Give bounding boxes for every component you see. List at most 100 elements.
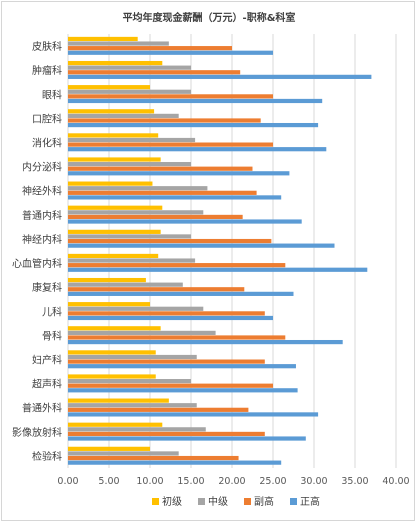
bar-正高	[68, 291, 294, 296]
bar-初级	[68, 133, 159, 138]
bar-中级	[68, 330, 216, 335]
category-label: 康复科	[32, 281, 62, 294]
bar-初级	[68, 326, 161, 331]
bar-中级	[68, 258, 196, 263]
bar-副高	[68, 94, 273, 99]
bar-副高	[68, 311, 265, 316]
bar-正高	[68, 412, 319, 417]
bar-中级	[68, 89, 191, 94]
x-tick-labels: 0.00 5.00 10.00 15.00 20.00 25.00 30.00 35.00 40…	[57, 476, 409, 487]
bar-正高	[68, 364, 296, 369]
legend-swatch-初级	[152, 498, 159, 505]
bar-初级	[68, 253, 159, 259]
bar-正高	[68, 74, 372, 79]
category-label: 神经内科	[22, 233, 62, 246]
bar-正高	[68, 147, 327, 152]
bar-初级	[68, 109, 155, 114]
category-label: 口腔科	[32, 112, 62, 125]
bar-副高	[68, 383, 273, 388]
legend-label: 初级	[162, 495, 182, 508]
bar-正高	[68, 98, 323, 104]
bar-正高	[68, 171, 290, 176]
bar-初级	[68, 398, 169, 403]
bar-初级	[68, 229, 161, 234]
bar-正高	[68, 436, 306, 441]
bar-中级	[68, 65, 191, 70]
x-tick-label: 25.00	[259, 476, 286, 487]
category-label: 皮肤科	[32, 40, 62, 53]
bar-中级	[68, 234, 191, 239]
bar-正高	[68, 339, 343, 345]
bar-正高	[68, 243, 335, 248]
bar-中级	[68, 113, 179, 118]
x-tick-label: 15.00	[177, 476, 204, 487]
bar-正高	[68, 315, 273, 321]
bar-正高	[68, 460, 282, 465]
bar-中级	[68, 403, 197, 408]
bar-初级	[68, 205, 163, 210]
category-label: 内分泌科	[22, 161, 62, 174]
category-label: 超声科	[32, 378, 62, 391]
bar-副高	[68, 46, 232, 51]
bar-中级	[68, 210, 204, 215]
bar-副高	[68, 431, 265, 437]
legend: 初级 中级 副高 正高	[152, 495, 320, 508]
x-tick-label: 20.00	[218, 476, 245, 487]
bar-副高	[68, 263, 286, 268]
bar-正高	[68, 388, 298, 393]
bar-中级	[68, 354, 197, 360]
bar-初级	[68, 277, 146, 283]
category-label: 儿科	[42, 305, 62, 318]
bar-初级	[68, 85, 150, 90]
bar-中级	[68, 306, 204, 311]
bar-副高	[68, 70, 241, 75]
category-label: 肿瘤科	[32, 64, 62, 77]
bar-副高	[68, 238, 272, 244]
bar-正高	[68, 267, 368, 272]
category-label: 影像放射科	[12, 426, 62, 439]
bar-副高	[68, 407, 249, 412]
x-tick-label: 10.00	[136, 476, 163, 487]
bar-初级	[68, 302, 150, 307]
bar-正高	[68, 50, 273, 55]
gridlines	[67, 34, 397, 468]
chart-title: 平均年度现金薪酬（万元）-职称&科室	[122, 13, 296, 24]
legend-label: 正高	[300, 495, 320, 508]
bar-中级	[68, 427, 206, 432]
category-label: 普通内科	[22, 209, 62, 222]
category-labels: 皮肤科肿瘤科眼科口腔科消化科内分泌科神经外科普通内科神经内科心血管内科康复科儿科…	[12, 40, 62, 463]
bar-初级	[68, 60, 163, 66]
x-tick-label: 40.00	[382, 476, 409, 487]
bar-初级	[68, 181, 153, 186]
bar-正高	[68, 219, 302, 224]
bar-副高	[68, 190, 257, 195]
category-label: 神经外科	[22, 185, 62, 198]
legend-swatch-中级	[198, 498, 205, 505]
bar-副高	[68, 455, 239, 461]
bar-中级	[68, 379, 191, 384]
x-tick-label: 30.00	[300, 476, 327, 487]
bar-初级	[68, 422, 163, 427]
bar-副高	[68, 335, 286, 340]
bar-中级	[68, 137, 196, 143]
bar-初级	[68, 350, 156, 355]
bar-中级	[68, 41, 169, 46]
bar-初级	[68, 374, 156, 379]
category-label: 眼科	[42, 88, 62, 101]
bars	[68, 36, 372, 465]
bar-副高	[68, 287, 245, 292]
bar-初级	[68, 157, 161, 162]
category-label: 普通外科	[22, 402, 62, 415]
legend-label: 副高	[254, 495, 274, 508]
bar-副高	[68, 142, 273, 147]
bar-副高	[68, 214, 243, 220]
bar-正高	[68, 195, 282, 200]
category-label: 检验科	[32, 450, 62, 463]
bar-初级	[68, 446, 150, 451]
x-tick-label: 0.00	[57, 476, 78, 487]
bar-正高	[68, 122, 319, 128]
bar-中级	[68, 451, 179, 456]
bar-副高	[68, 359, 265, 364]
category-label: 消化科	[32, 137, 62, 150]
